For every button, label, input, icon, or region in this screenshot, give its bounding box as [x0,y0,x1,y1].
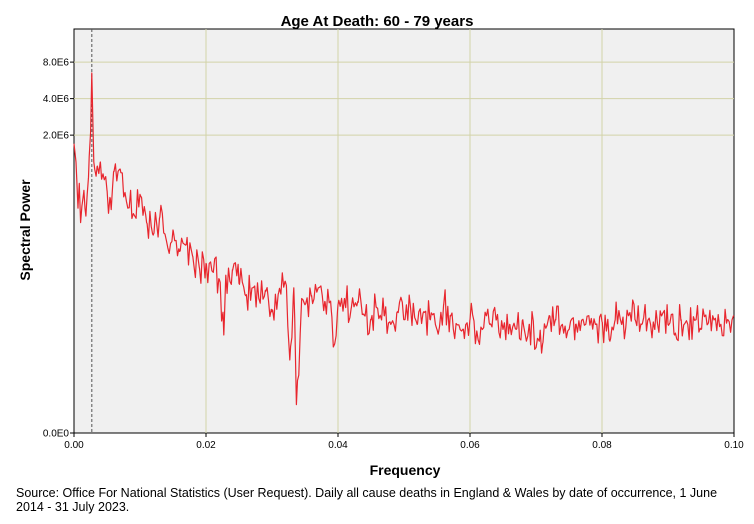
y-axis-label: Spectral Power [17,179,33,281]
x-tick-label: 0.10 [724,440,744,451]
gridlines [74,29,734,433]
plot-area [73,28,735,434]
y-tick-label: 4.0E6 [43,94,70,105]
x-tick-label: 0.04 [328,440,348,451]
series-layer [73,72,735,406]
x-tick-label: 0.00 [64,440,84,451]
y-tick-label: 8.0E6 [43,58,70,69]
x-tick-label: 0.02 [196,440,216,451]
x-tick-label: 0.06 [460,440,480,451]
x-tick-label: 0.08 [592,440,612,451]
chart-title: Age At Death: 60 - 79 years [281,13,474,30]
y-tick-label: 0.0E0 [43,429,70,440]
y-tick-label: 2.0E6 [43,131,70,142]
axis-ticks: 0.00 0.02 0.04 0.06 0.08 0.10 0.0E0 2.0E6 4.0E6 8… [43,58,744,451]
source-note: Source: Office For National Statistics (… [16,486,718,514]
x-axis-label: Frequency [370,462,441,478]
series-line [73,72,735,406]
